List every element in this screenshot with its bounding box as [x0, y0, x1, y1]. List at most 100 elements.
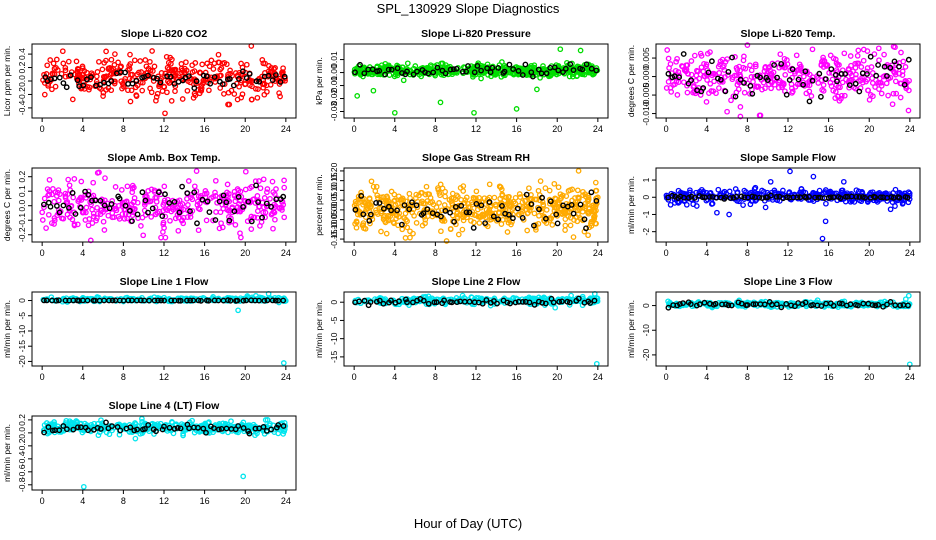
data-point	[62, 73, 69, 80]
reference-point	[587, 300, 593, 306]
reference-point	[56, 209, 63, 216]
data-point	[562, 216, 569, 222]
reference-point	[556, 298, 563, 305]
reference-point	[191, 85, 198, 92]
y-tick-label: -0.2	[17, 227, 27, 242]
data-point	[397, 196, 404, 203]
x-tick-label: 0	[40, 124, 45, 134]
reference-point	[514, 205, 521, 212]
reference-point	[356, 298, 363, 305]
reference-point	[542, 300, 549, 307]
reference-point	[705, 69, 712, 76]
data-point	[203, 217, 210, 224]
reference-point	[543, 70, 550, 77]
reference-point	[256, 297, 262, 304]
reference-point	[453, 299, 460, 305]
y-tick-label: 0.10	[329, 182, 339, 199]
reference-point	[490, 213, 497, 220]
y-tick-label: 0.005	[641, 47, 651, 69]
reference-point	[495, 65, 502, 71]
data-point	[187, 214, 194, 220]
reference-point	[176, 209, 183, 216]
data-point	[664, 47, 671, 53]
data-point	[277, 93, 283, 100]
data-point	[159, 88, 166, 94]
data-point	[139, 418, 145, 425]
y-tick-label: -0.4	[17, 100, 27, 115]
outlier-point	[557, 46, 564, 53]
x-tick-label: 8	[745, 372, 750, 382]
data-point	[129, 189, 136, 196]
data-point	[737, 67, 743, 74]
data-point	[392, 197, 398, 204]
data-point	[360, 201, 366, 208]
data-point	[47, 57, 54, 63]
data-point	[41, 195, 48, 202]
reference-point	[103, 419, 109, 426]
y-tick-label: 0	[641, 195, 651, 200]
y-tick-label: 0.00	[329, 201, 339, 218]
reference-point	[688, 77, 694, 84]
data-point	[499, 59, 505, 65]
reference-point	[465, 63, 471, 69]
reference-point	[761, 301, 768, 308]
reference-point	[396, 298, 402, 305]
data-point	[119, 199, 126, 206]
reference-point	[451, 218, 457, 225]
data-point	[442, 193, 448, 200]
reference-point	[85, 191, 92, 198]
x-tick-label: 12	[471, 248, 481, 258]
reference-point	[60, 202, 67, 209]
reference-point	[901, 81, 908, 88]
data-point	[164, 89, 170, 96]
reference-point	[125, 297, 132, 304]
data-point	[697, 92, 704, 98]
x-tick-label: 12	[471, 372, 481, 382]
data-point	[869, 70, 876, 76]
reference-point	[453, 65, 460, 72]
data-point	[367, 220, 373, 227]
data-point	[754, 84, 761, 90]
data-point	[423, 183, 430, 190]
reference-point	[749, 90, 756, 97]
reference-point	[184, 190, 191, 197]
data-point	[101, 59, 108, 66]
data-point	[869, 80, 876, 86]
reference-point	[49, 427, 56, 434]
data-point	[355, 207, 362, 214]
data-point	[46, 176, 53, 183]
chart-panel: Slope Li-820 Temp.degrees C per min.0 4 8 1…	[626, 28, 921, 134]
outlier-point	[443, 238, 450, 244]
y-axis-label: degrees C per min.	[2, 169, 12, 241]
reference-point	[151, 297, 158, 304]
x-tick-label: 0	[40, 372, 45, 382]
x-tick-label: 20	[240, 372, 250, 382]
data-point	[845, 79, 852, 86]
y-tick-label: 0.2	[17, 61, 27, 73]
data-point	[40, 427, 47, 434]
data-point	[409, 209, 416, 216]
data-point	[242, 81, 249, 87]
outlier-point	[235, 307, 241, 314]
data-point	[385, 198, 392, 205]
reference-point	[853, 193, 860, 200]
data-point	[551, 180, 558, 187]
data-point	[510, 71, 517, 78]
data-point	[260, 209, 266, 216]
data-point	[722, 59, 729, 65]
data-point	[476, 194, 482, 201]
data-point	[720, 64, 726, 70]
reference-point	[226, 217, 233, 224]
reference-point	[127, 424, 134, 431]
reference-point	[56, 297, 62, 304]
reference-point	[474, 63, 481, 69]
reference-point	[264, 297, 271, 304]
y-tick-label: -0.01	[329, 76, 339, 96]
reference-point	[738, 193, 745, 200]
data-point	[663, 85, 670, 91]
data-point	[195, 227, 202, 234]
data-point	[808, 93, 815, 99]
data-points	[352, 290, 601, 367]
